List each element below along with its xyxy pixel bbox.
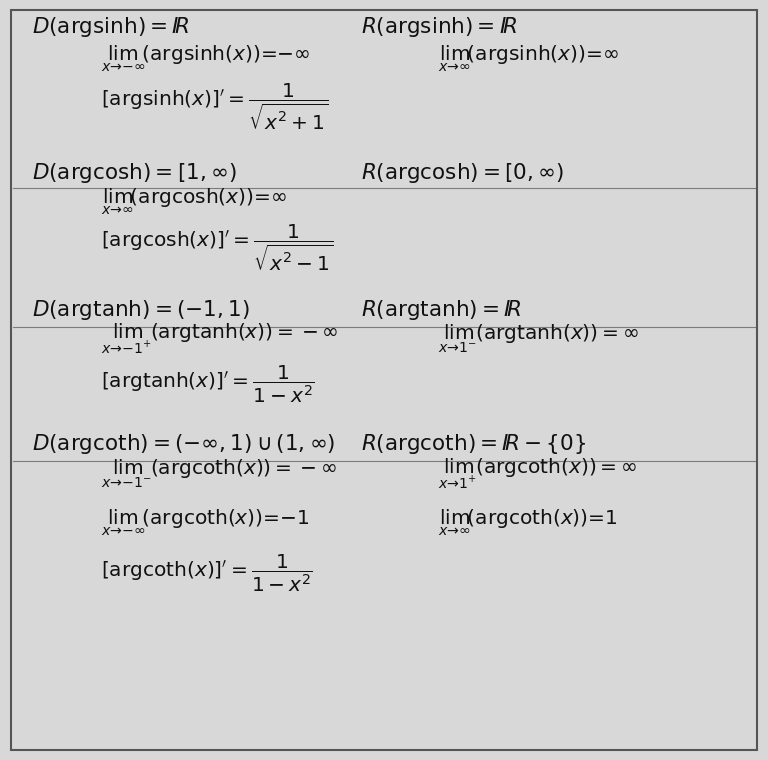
Text: $R(\mathrm{argcosh}) = [0, \infty)$: $R(\mathrm{argcosh}) = [0, \infty)$: [361, 160, 564, 185]
Text: $\lim_{x \to 1^+}\!(\mathrm{argcoth}(x)) = \infty$: $\lim_{x \to 1^+}\!(\mathrm{argcoth}(x))…: [438, 457, 637, 491]
Text: $D(\mathrm{argsinh}) = I\!R$: $D(\mathrm{argsinh}) = I\!R$: [32, 15, 190, 39]
Text: $[\mathrm{argcoth}(x)]' = \dfrac{1}{1 - x^2}$: $[\mathrm{argcoth}(x)]' = \dfrac{1}{1 - …: [101, 553, 313, 594]
Text: $D(\mathrm{argcosh}) = [1, \infty)$: $D(\mathrm{argcosh}) = [1, \infty)$: [32, 160, 237, 185]
Text: $[\mathrm{argcosh}(x)]' = \dfrac{1}{\sqrt{x^2-1}}$: $[\mathrm{argcosh}(x)]' = \dfrac{1}{\sqr…: [101, 223, 334, 273]
Text: $\lim_{x \to 1^-}\!(\mathrm{argtanh}(x)) = \infty$: $\lim_{x \to 1^-}\!(\mathrm{argtanh}(x))…: [438, 323, 638, 356]
Text: $R(\mathrm{argtanh}) = I\!R$: $R(\mathrm{argtanh}) = I\!R$: [361, 298, 521, 321]
Text: $R(\mathrm{argsinh}) = I\!R$: $R(\mathrm{argsinh}) = I\!R$: [361, 15, 517, 39]
Text: $\lim_{x \to -\infty}\!(\mathrm{argcoth}(x)) = -1$: $\lim_{x \to -\infty}\!(\mathrm{argcoth}…: [101, 507, 309, 537]
Text: $\lim_{x \to -1^-}\!(\mathrm{argcoth}(x)) = -\infty$: $\lim_{x \to -1^-}\!(\mathrm{argcoth}(x)…: [101, 458, 336, 490]
Text: $\lim_{x \to \infty}\!(\mathrm{argcosh}(x)) = \infty$: $\lim_{x \to \infty}\!(\mathrm{argcosh}(…: [101, 186, 286, 217]
Text: $[\mathrm{argsinh}(x)]' = \dfrac{1}{\sqrt{x^2+1}}$: $[\mathrm{argsinh}(x)]' = \dfrac{1}{\sqr…: [101, 82, 329, 132]
Text: $\lim_{x \to -1^+}\!(\mathrm{argtanh}(x)) = -\infty$: $\lim_{x \to -1^+}\!(\mathrm{argtanh}(x)…: [101, 322, 339, 356]
Text: $\lim_{x \to \infty}\!(\mathrm{argsinh}(x)) = \infty$: $\lim_{x \to \infty}\!(\mathrm{argsinh}(…: [438, 43, 618, 74]
Text: $[\mathrm{argtanh}(x)]' = \dfrac{1}{1 - x^2}$: $[\mathrm{argtanh}(x)]' = \dfrac{1}{1 - …: [101, 363, 314, 404]
Text: $\lim_{x \to \infty}\!(\mathrm{argcoth}(x)) = 1$: $\lim_{x \to \infty}\!(\mathrm{argcoth}(…: [438, 507, 617, 537]
FancyBboxPatch shape: [11, 11, 757, 749]
Text: $R(\mathrm{argcoth}) = I\!R - \{0\}$: $R(\mathrm{argcoth}) = I\!R - \{0\}$: [361, 432, 586, 456]
Text: $D(\mathrm{argcoth}) = (-\infty, 1) \cup (1, \infty)$: $D(\mathrm{argcoth}) = (-\infty, 1) \cup…: [32, 432, 336, 456]
Text: $D(\mathrm{argtanh}) = (-1, 1)$: $D(\mathrm{argtanh}) = (-1, 1)$: [32, 298, 250, 321]
Text: $\lim_{x \to -\infty}\!(\mathrm{argsinh}(x)) = -\infty$: $\lim_{x \to -\infty}\!(\mathrm{argsinh}…: [101, 43, 310, 74]
